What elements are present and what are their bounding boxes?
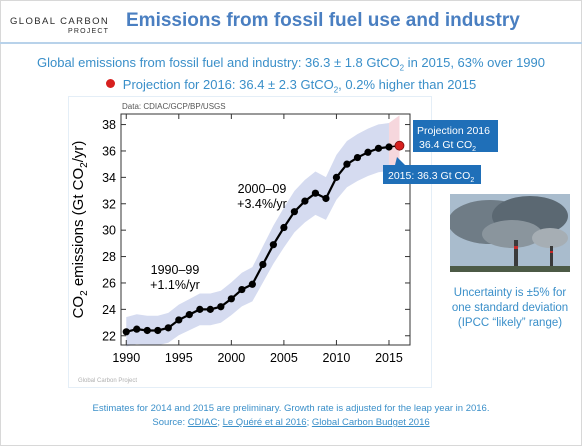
projection-callout-line1: Projection 2016	[417, 125, 490, 137]
data-point-1993	[154, 326, 162, 335]
logo-line1: GLOBAL CARBON	[10, 16, 110, 27]
smokestack-photo	[450, 194, 570, 272]
data-point-2008	[311, 189, 320, 197]
y-axis-label-part: 2	[79, 162, 90, 168]
uncertainty-line2: one standard deviation	[451, 302, 569, 314]
data-point-1997	[196, 305, 204, 313]
data-point-2001	[238, 285, 246, 294]
x-tick-label-2010: 2010	[323, 351, 351, 365]
data-point-2015	[385, 143, 393, 151]
y-tick-label-38: 38	[102, 118, 116, 132]
annotation-2000-09-rate: +3.4%/yr	[237, 197, 287, 211]
x-tick-label-2015: 2015	[375, 351, 403, 365]
projection-2016-point	[394, 140, 405, 151]
y-tick-label-36: 36	[102, 144, 116, 158]
data-point-1998	[206, 305, 214, 313]
data-point-2006	[290, 208, 298, 216]
chart-watermark: Global Carbon Project	[78, 378, 137, 384]
summary-2016-tail: , 0.2% higher than 2015	[338, 77, 477, 92]
data-point-2010	[332, 173, 341, 181]
data-point-2007	[301, 197, 309, 205]
callout-2015-pointer	[395, 157, 405, 165]
source-link-global-carbon-budget[interactable]: Global Carbon Budget 2016	[311, 417, 430, 428]
data-point-2002	[248, 280, 256, 288]
source-separator-1: ;	[217, 417, 223, 428]
footer-sources: Source: CDIAC; Le Quéré et al 2016; Glob…	[0, 417, 582, 428]
data-point-2005	[280, 223, 288, 232]
title-divider	[0, 42, 582, 44]
y-axis-label: CO2 emissions (Gt CO2/yr)	[70, 141, 90, 319]
projection-callout-subscript: 2	[472, 146, 476, 153]
data-point-2013	[364, 148, 372, 156]
data-point-1992	[143, 326, 151, 335]
summary-2016-sub: 2	[333, 85, 339, 95]
summary-line-2015: Global emissions from fossil fuel and in…	[0, 55, 582, 73]
x-tick-label-1990: 1990	[112, 351, 140, 365]
summary-2015-text: Global emissions from fossil fuel and in…	[36, 55, 400, 70]
y-axis-label-part: emissions (Gt CO	[70, 168, 87, 291]
data-point-1999	[217, 303, 225, 311]
logo-line2: PROJECT	[68, 28, 110, 35]
source-link-cdiac[interactable]: CDIAC	[187, 417, 218, 428]
y-tick-label-26: 26	[102, 276, 116, 290]
data-point-1991	[133, 325, 141, 333]
x-tick-label-2000: 2000	[217, 351, 245, 365]
y-tick-label-34: 34	[102, 171, 116, 185]
data-point-1994	[164, 324, 172, 332]
annotation-1990-99-period: 1990–99	[151, 263, 200, 277]
data-source-label: Data: CDIAC/GCP/BP/USGS	[122, 102, 226, 111]
page-title: Emissions from fossil fuel use and indus…	[126, 10, 520, 31]
data-point-2012	[353, 153, 362, 162]
callout-2015-box	[383, 165, 481, 184]
callout-2015-subscript: 2	[470, 177, 474, 184]
y-tick-label-24: 24	[102, 303, 116, 317]
projection-callout-box	[413, 120, 498, 152]
data-point-2009	[322, 194, 330, 203]
uncertainty-line3: (IPCC “likely” range)	[457, 317, 563, 329]
y-tick-label-28: 28	[102, 250, 116, 264]
uncertainty-line1: Uncertainty is ±5% for	[453, 287, 567, 299]
y-axis-label-part: 2	[79, 290, 90, 296]
uncertainty-band	[126, 123, 389, 347]
smokestack-illustration	[450, 194, 570, 272]
annotation-2000-09-period: 2000–09	[238, 182, 287, 196]
data-point-1996	[185, 311, 193, 319]
data-point-2003	[259, 260, 267, 269]
y-axis-label-part: /yr)	[70, 141, 87, 163]
data-point-2000	[227, 295, 235, 303]
summary-2015-tail: in 2015, 63% over 1990	[404, 55, 545, 70]
projection-callout-line2: 36.4 Gt CO2	[419, 139, 476, 153]
x-tick-label-2005: 2005	[270, 351, 298, 365]
x-tick-label-1995: 1995	[165, 351, 193, 365]
data-point-1995	[175, 316, 183, 324]
summary-line-2016: Projection for 2016: 36.4 ± 2.3 GtCO2, 0…	[0, 77, 582, 95]
global-carbon-project-logo: GLOBAL CARBON PROJECT	[10, 12, 122, 40]
y-tick-label-32: 32	[102, 197, 116, 211]
footer-note: Estimates for 2014 and 2015 are prelimin…	[92, 403, 490, 414]
data-point-2004	[269, 241, 277, 249]
projection-bullet-icon	[105, 79, 115, 88]
source-link-le-quere[interactable]: Le Quéré et al 2016	[222, 417, 307, 428]
callout-2015-text: 2015: 36.3 Gt CO2	[388, 170, 474, 184]
source-separator-2: ;	[306, 417, 312, 428]
data-point-1990	[122, 328, 130, 336]
y-axis-label-part: CO	[70, 296, 87, 319]
uncertainty-note: Uncertainty is ±5% for one standard devi…	[440, 286, 580, 331]
annotation-1990-99-rate: +1.1%/yr	[150, 278, 200, 292]
y-tick-label-22: 22	[102, 329, 116, 343]
data-point-2011	[343, 160, 351, 168]
plot-frame	[120, 113, 411, 346]
summary-2016-text: Projection for 2016: 36.4 ± 2.3 GtCO	[122, 77, 334, 92]
source-prefix: Source:	[152, 417, 188, 428]
data-point-2014	[374, 144, 383, 152]
summary-2015-sub: 2	[399, 63, 405, 73]
y-tick-label-30: 30	[102, 224, 116, 238]
